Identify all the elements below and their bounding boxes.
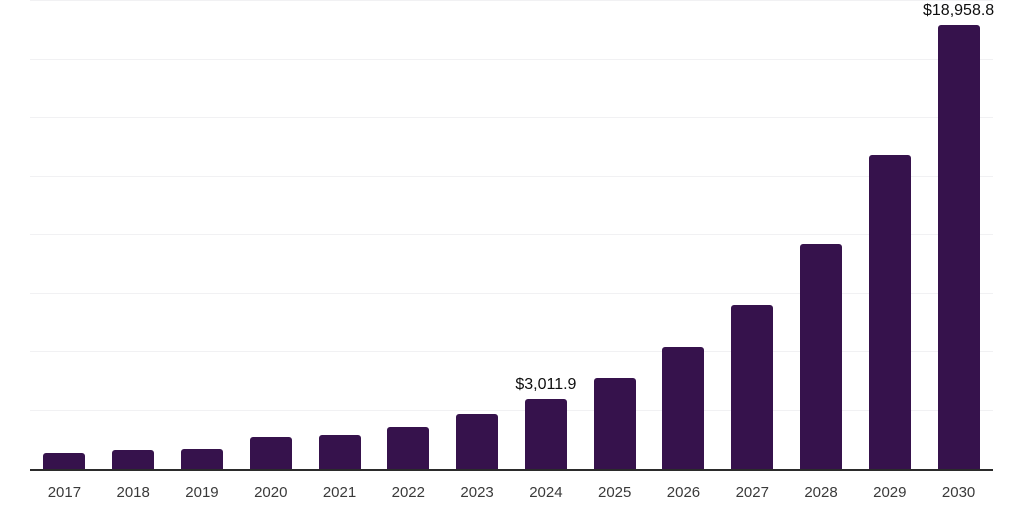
bar-2027	[731, 304, 774, 469]
bar-2030	[937, 25, 980, 469]
bar-2025	[593, 378, 636, 469]
x-axis: 2017 2018 2019 2020 2021 2022 2023 2024 2025 2026…	[30, 483, 993, 505]
bar-2029	[868, 154, 911, 469]
gridline	[30, 234, 993, 235]
value-label-2024: $3,011.9	[515, 375, 577, 393]
x-axis-label-2026: 2026	[666, 484, 701, 501]
bar-2019	[180, 449, 223, 469]
gridline	[30, 0, 993, 1]
bar-2021	[318, 434, 361, 469]
gridline	[30, 175, 993, 177]
gridline	[30, 117, 993, 118]
gridline	[30, 409, 993, 411]
x-axis-label-2019: 2019	[185, 484, 219, 501]
bar-2017	[43, 452, 86, 469]
x-axis-label-2018: 2018	[116, 484, 150, 501]
x-axis-label-2027: 2027	[735, 484, 769, 501]
bar-2023	[456, 414, 499, 469]
x-axis-label-2023: 2023	[460, 484, 494, 501]
bar-2024	[524, 398, 567, 469]
x-axis-label-2021: 2021	[322, 484, 357, 501]
x-axis-label-2022: 2022	[391, 484, 425, 501]
value-label-2030: $18,958.8	[923, 2, 995, 20]
x-axis-label-2029: 2029	[873, 484, 907, 501]
bar-2020	[249, 437, 292, 469]
x-axis-label-2020: 2020	[254, 484, 288, 501]
x-axis-label-2024: 2024	[529, 484, 563, 501]
bar-2028	[800, 244, 843, 469]
x-axis-label-2030: 2030	[941, 484, 976, 501]
bar-2022	[387, 427, 430, 469]
bar-2026	[662, 347, 705, 469]
x-axis-label-2028: 2028	[804, 484, 838, 501]
x-axis-label-2017: 2017	[47, 484, 82, 501]
gridline	[30, 351, 993, 352]
gridline	[30, 292, 993, 294]
plot-area: $3,011.9 $18,958.8	[30, 0, 995, 471]
bar-2018	[112, 450, 155, 469]
gridline	[30, 58, 993, 60]
x-axis-label-2025: 2025	[597, 484, 632, 501]
